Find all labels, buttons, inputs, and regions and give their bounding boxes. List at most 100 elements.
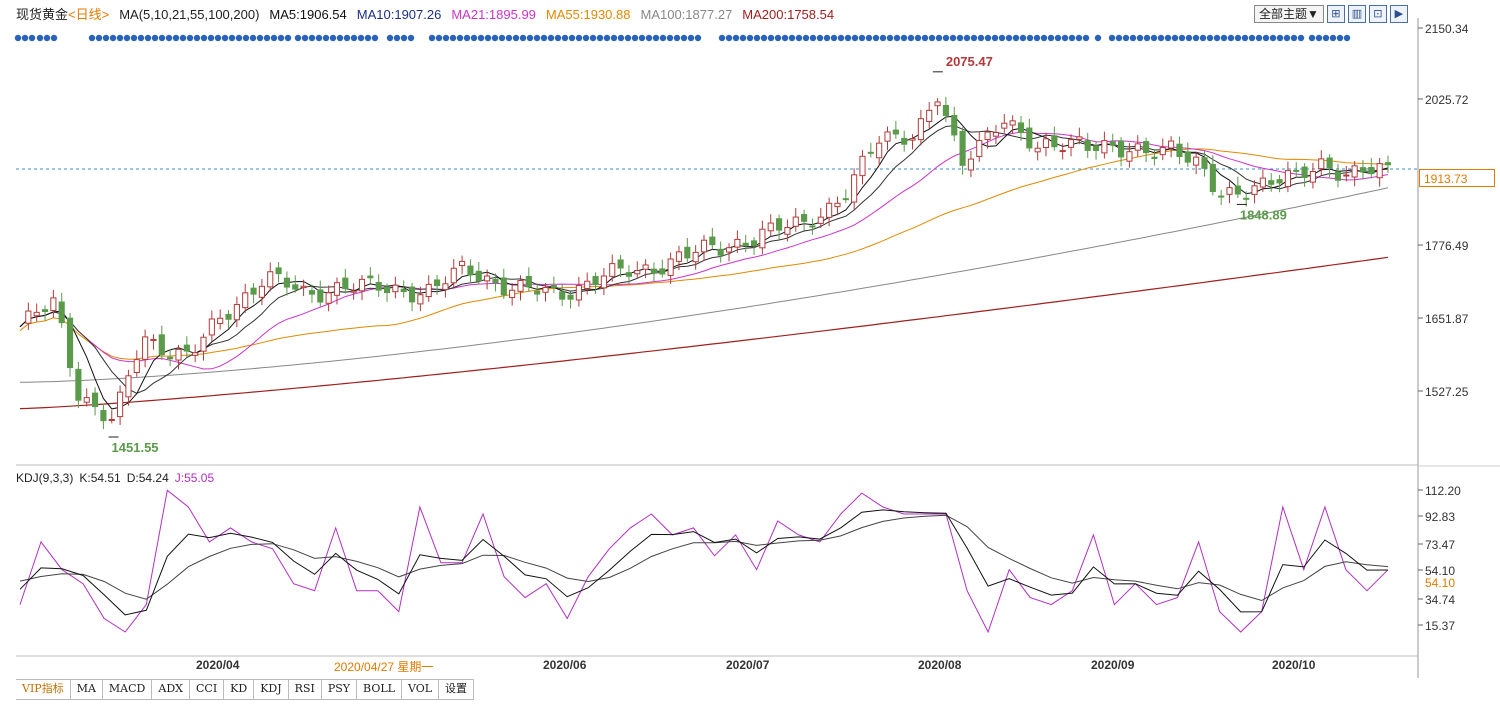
tab-psy[interactable]: PSY — [321, 680, 358, 700]
event-dot[interactable] — [277, 34, 285, 42]
event-dot[interactable] — [102, 34, 110, 42]
event-dot[interactable] — [914, 34, 922, 42]
tab-ma[interactable]: MA — [70, 680, 103, 700]
event-dot[interactable] — [795, 34, 803, 42]
event-dot[interactable] — [984, 34, 992, 42]
grid-icon[interactable]: ⊞ — [1326, 5, 1345, 23]
event-dot[interactable] — [343, 34, 351, 42]
event-dot[interactable] — [554, 34, 562, 42]
tab-settings[interactable]: 设置 — [439, 680, 475, 700]
event-dot[interactable] — [809, 34, 817, 42]
event-dot[interactable] — [519, 34, 527, 42]
event-dot[interactable] — [123, 34, 131, 42]
event-dot[interactable] — [256, 34, 264, 42]
event-dot[interactable] — [221, 34, 229, 42]
event-dot[interactable] — [617, 34, 625, 42]
event-dot[interactable] — [718, 34, 726, 42]
event-dot[interactable] — [1054, 34, 1062, 42]
event-dot[interactable] — [1026, 34, 1034, 42]
event-dot[interactable] — [137, 34, 145, 42]
event-dot[interactable] — [1094, 34, 1102, 42]
event-dot[interactable] — [200, 34, 208, 42]
tab-adx[interactable]: ADX — [152, 680, 190, 700]
event-dot[interactable] — [463, 34, 471, 42]
event-dot[interactable] — [1157, 34, 1165, 42]
event-dot[interactable] — [1308, 34, 1316, 42]
event-dot[interactable] — [753, 34, 761, 42]
event-dot[interactable] — [484, 34, 492, 42]
tab-rsi[interactable]: RSI — [288, 680, 322, 700]
event-dot[interactable] — [270, 34, 278, 42]
event-dot[interactable] — [893, 34, 901, 42]
event-dot[interactable] — [631, 34, 639, 42]
event-dot[interactable] — [935, 34, 943, 42]
event-dot[interactable] — [1315, 34, 1323, 42]
event-dot[interactable] — [1082, 34, 1090, 42]
event-dot[interactable] — [977, 34, 985, 42]
event-dot[interactable] — [746, 34, 754, 42]
event-dot[interactable] — [694, 34, 702, 42]
event-dot[interactable] — [1075, 34, 1083, 42]
event-dot[interactable] — [14, 34, 22, 42]
tab-cci[interactable]: CCI — [189, 680, 225, 700]
event-dot[interactable] — [1019, 34, 1027, 42]
event-dot[interactable] — [823, 34, 831, 42]
event-dot[interactable] — [1164, 34, 1172, 42]
event-dot[interactable] — [207, 34, 215, 42]
event-dot[interactable] — [872, 34, 880, 42]
event-dot[interactable] — [28, 34, 36, 42]
event-dot[interactable] — [638, 34, 646, 42]
event-dot[interactable] — [235, 34, 243, 42]
event-dot[interactable] — [879, 34, 887, 42]
event-dot[interactable] — [1122, 34, 1130, 42]
event-dot[interactable] — [1033, 34, 1041, 42]
event-dot[interactable] — [1061, 34, 1069, 42]
event-dot[interactable] — [921, 34, 929, 42]
event-dot[interactable] — [50, 34, 58, 42]
event-dot[interactable] — [1178, 34, 1186, 42]
event-dot[interactable] — [151, 34, 159, 42]
event-dot[interactable] — [1199, 34, 1207, 42]
event-dot[interactable] — [851, 34, 859, 42]
event-dot[interactable] — [767, 34, 775, 42]
kdj-label[interactable]: KDJ(9,3,3) — [16, 471, 74, 485]
tab-vip[interactable]: VIP指标 — [16, 680, 71, 700]
event-dot[interactable] — [357, 34, 365, 42]
event-dot[interactable] — [1129, 34, 1137, 42]
event-dot[interactable] — [837, 34, 845, 42]
event-dot[interactable] — [1192, 34, 1200, 42]
event-dot[interactable] — [1005, 34, 1013, 42]
event-dot[interactable] — [228, 34, 236, 42]
event-dot[interactable] — [329, 34, 337, 42]
period-selector[interactable]: <日线> — [68, 7, 110, 22]
event-dot[interactable] — [442, 34, 450, 42]
event-dot[interactable] — [386, 34, 394, 42]
event-dot[interactable] — [596, 34, 604, 42]
event-dot[interactable] — [1150, 34, 1158, 42]
event-dot[interactable] — [242, 34, 250, 42]
event-dot[interactable] — [449, 34, 457, 42]
event-dot[interactable] — [1213, 34, 1221, 42]
event-dot[interactable] — [400, 34, 408, 42]
event-dot[interactable] — [561, 34, 569, 42]
event-dot[interactable] — [589, 34, 597, 42]
event-dot[interactable] — [802, 34, 810, 42]
event-dot[interactable] — [165, 34, 173, 42]
event-dot[interactable] — [533, 34, 541, 42]
event-dot[interactable] — [830, 34, 838, 42]
event-dot[interactable] — [512, 34, 520, 42]
next-icon[interactable]: ▶ — [1389, 5, 1408, 23]
tab-vol[interactable]: VOL — [401, 680, 440, 700]
event-dot[interactable] — [949, 34, 957, 42]
event-dot[interactable] — [865, 34, 873, 42]
event-dot[interactable] — [186, 34, 194, 42]
event-dot[interactable] — [1255, 34, 1263, 42]
event-dot[interactable] — [760, 34, 768, 42]
event-dot[interactable] — [1290, 34, 1298, 42]
event-dot[interactable] — [645, 34, 653, 42]
event-dot[interactable] — [547, 34, 555, 42]
event-dot[interactable] — [491, 34, 499, 42]
event-dot[interactable] — [1322, 34, 1330, 42]
event-dot[interactable] — [1248, 34, 1256, 42]
event-dot[interactable] — [130, 34, 138, 42]
